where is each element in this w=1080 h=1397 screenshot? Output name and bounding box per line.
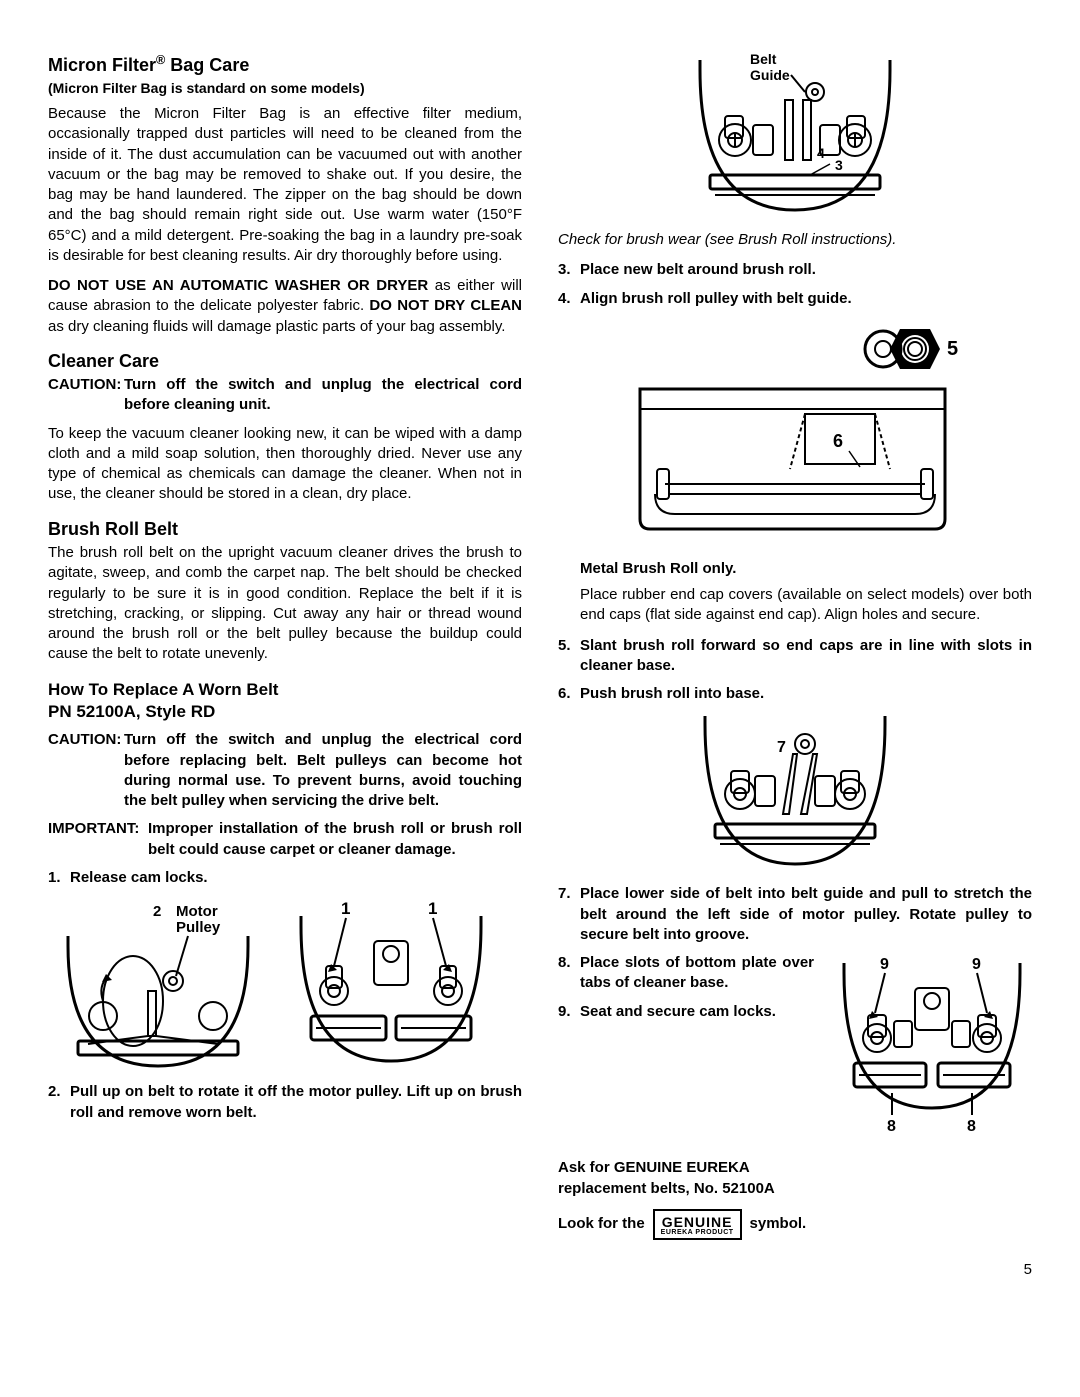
svg-text:Guide: Guide	[750, 67, 790, 83]
metal-brush-heading: Metal Brush Roll only.	[580, 559, 1032, 579]
svg-text:8: 8	[887, 1118, 896, 1135]
heading-brush-roll-belt: Brush Roll Belt	[48, 517, 522, 541]
step-1: Release cam locks.	[48, 868, 522, 888]
step-3: Place new belt around brush roll.	[558, 260, 1032, 280]
important-label: IMPORTANT:	[48, 819, 148, 860]
cleaner-p1: To keep the vacuum cleaner looking new, …	[48, 424, 522, 505]
svg-text:2: 2	[153, 903, 161, 920]
caution-body: Turn off the switch and unplug the elect…	[124, 375, 522, 416]
svg-text:3: 3	[835, 157, 843, 173]
caution-body: Turn off the switch and unplug the elect…	[124, 730, 522, 811]
steps-list-right-2: Slant brush roll forward so end caps are…	[558, 636, 1032, 705]
lookfor-suffix: symbol.	[750, 1214, 807, 1234]
caution-label: CAUTION:	[48, 375, 124, 416]
lookfor-row: Look for the GENUINE EUREKA PRODUCT symb…	[558, 1209, 1032, 1240]
svg-text:6: 6	[833, 431, 843, 451]
svg-text:8: 8	[967, 1118, 976, 1135]
diagram-8-9: 9 9	[832, 953, 1032, 1138]
genuine-top: GENUINE	[661, 1215, 734, 1229]
svg-text:Motor: Motor	[176, 903, 218, 920]
important-replace: IMPORTANT: Improper installation of the …	[48, 819, 522, 860]
svg-text:Belt: Belt	[750, 51, 777, 67]
diagram-motor-pulley: 2 Motor Pulley	[48, 896, 268, 1076]
step-7: Place lower side of belt into belt guide…	[558, 884, 1032, 945]
step-5: Slant brush roll forward so end caps are…	[558, 636, 1032, 677]
caution-replace: CAUTION: Turn off the switch and unplug …	[48, 730, 522, 811]
step-4: Align brush roll pulley with belt guide.	[558, 289, 1032, 309]
do-not-washer: DO NOT USE AN AUTOMATIC WASHER OR DRYER	[48, 277, 428, 294]
steps-list-right-1: Place new belt around brush roll. Align …	[558, 260, 1032, 309]
do-not-dryclean: DO NOT DRY CLEAN	[369, 297, 522, 314]
diagram-cam-locks: 1 1	[286, 896, 496, 1076]
heading-micron-filter: Micron Filter® Bag Care	[48, 52, 522, 77]
steps-list-left: Release cam locks.	[48, 868, 522, 888]
micron-subnote: (Micron Filter Bag is standard on some m…	[48, 79, 522, 98]
brush-p1: The brush roll belt on the upright vacuu…	[48, 543, 522, 665]
heading-replace-belt: How To Replace A Worn Belt PN 52100A, St…	[48, 679, 522, 725]
caution-cleaner: CAUTION: Turn off the switch and unplug …	[48, 375, 522, 416]
step-6: Push brush roll into base.	[558, 684, 1032, 704]
micron-p1: Because the Micron Filter Bag is an effe…	[48, 104, 522, 266]
caution-label: CAUTION:	[48, 730, 124, 811]
svg-text:1: 1	[428, 899, 437, 918]
step-8: Place slots of bottom plate over tabs of…	[558, 953, 814, 994]
brush-wear-note: Check for brush wear (see Brush Roll ins…	[558, 230, 1032, 250]
steps-list-left-2: Pull up on belt to rotate it off the mot…	[48, 1082, 522, 1123]
askfor-text: Ask for GENUINE EUREKA replacement belts…	[558, 1158, 1032, 1199]
steps-list-right-3: Place lower side of belt into belt guide…	[558, 884, 1032, 945]
genuine-symbol: GENUINE EUREKA PRODUCT	[653, 1209, 742, 1240]
diagram-pulley-5-6: 5 6	[558, 319, 1032, 549]
steps-8-9-row: Place slots of bottom plate over tabs of…	[558, 953, 1032, 1144]
svg-text:Pulley: Pulley	[176, 919, 221, 936]
steps-list-right-4: Place slots of bottom plate over tabs of…	[558, 953, 814, 1022]
heading-cleaner-care: Cleaner Care	[48, 349, 522, 373]
diagram-step-7: 7	[558, 714, 1032, 874]
diagram-belt-guide: Belt Guide 4 3	[558, 50, 1032, 220]
svg-text:7: 7	[777, 739, 786, 756]
svg-text:5: 5	[947, 338, 958, 360]
important-body: Improper installation of the brush roll …	[148, 819, 522, 860]
svg-text:9: 9	[880, 956, 889, 973]
step-9: Seat and secure cam locks.	[558, 1002, 814, 1022]
svg-text:1: 1	[341, 899, 350, 918]
step-2: Pull up on belt to rotate it off the mot…	[48, 1082, 522, 1123]
micron-p2: DO NOT USE AN AUTOMATIC WASHER OR DRYER …	[48, 276, 522, 337]
svg-text:9: 9	[972, 956, 981, 973]
diagram-row-1-2: 2 Motor Pulley	[48, 896, 522, 1082]
genuine-bot: EUREKA PRODUCT	[661, 1229, 734, 1236]
page-number: 5	[48, 1260, 1032, 1280]
metal-brush-body: Place rubber end cap covers (available o…	[580, 585, 1032, 626]
metal-brush-block: Metal Brush Roll only. Place rubber end …	[580, 559, 1032, 626]
lookfor-prefix: Look for the	[558, 1214, 645, 1234]
